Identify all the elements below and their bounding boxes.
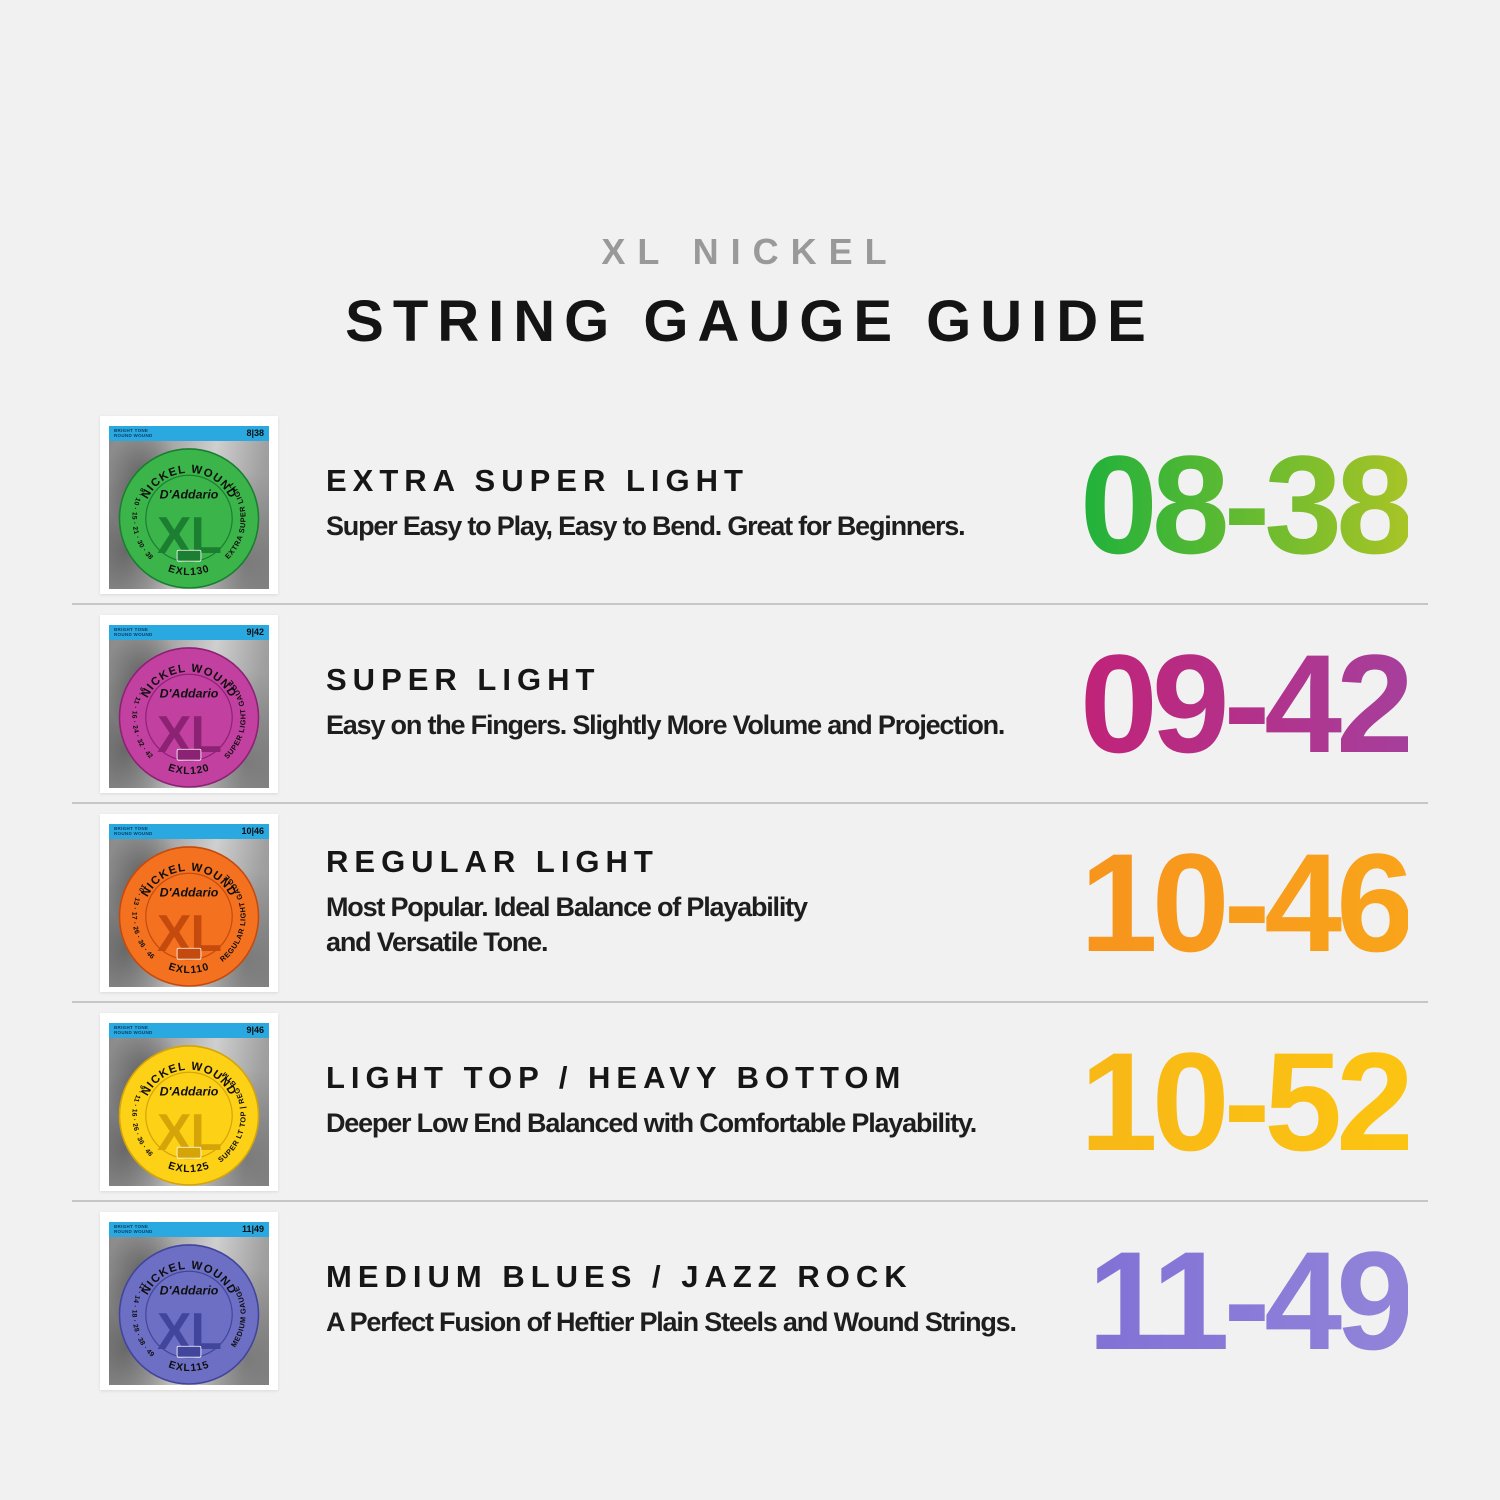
gauge-text-block: EXTRA SUPER LIGHT Super Easy to Play, Ea… <box>326 463 966 544</box>
pack-badge <box>176 947 202 960</box>
gauge-range: 09-42 <box>1079 624 1414 782</box>
pack-badge <box>176 549 202 562</box>
arc-model-label: EXL130 <box>167 563 211 578</box>
pack-header-bar: BRIGHT TONE ROUND WOUND 11|49 <box>109 1221 269 1237</box>
pack-inner-ring <box>145 872 233 960</box>
pack-label-art: NICKEL WOUND 11 · 14 · 18 · 28 · 38 · 49… <box>118 1243 260 1385</box>
brand-logo: D'Addario <box>160 1283 219 1297</box>
gauge-description: Super Easy to Play, Easy to Bend. Great … <box>326 511 966 541</box>
pack-circle <box>118 1243 260 1385</box>
gauge-name: EXTRA SUPER LIGHT <box>326 463 749 498</box>
pack-label-art: NICKEL WOUND 9 · 11 · 16 · 24 · 32 · 42 … <box>118 646 260 788</box>
pack-photo: NICKEL WOUND 11 · 14 · 18 · 28 · 38 · 49… <box>109 1236 269 1385</box>
pack-tone-label: BRIGHT TONE ROUND WOUND <box>114 1224 153 1234</box>
gauge-row: BRIGHT TONE ROUND WOUND 10|46 NICKEL WOU… <box>72 802 1428 1001</box>
string-pack-image: BRIGHT TONE ROUND WOUND 11|49 NICKEL WOU… <box>100 1211 278 1390</box>
gauge-row: BRIGHT TONE ROUND WOUND 9|42 NICKEL WOUN… <box>72 603 1428 802</box>
pack-tone-label: BRIGHT TONE ROUND WOUND <box>114 826 153 836</box>
gauge-name: LIGHT TOP / HEAVY BOTTOM <box>326 1060 907 1095</box>
pack-inner-ring <box>145 1071 233 1159</box>
pack-tone-label: BRIGHT TONE ROUND WOUND <box>114 1025 153 1035</box>
gauge-name: MEDIUM BLUES / JAZZ ROCK <box>326 1259 913 1294</box>
pack-gauge-label: 10|46 <box>241 826 264 836</box>
gauge-text-block: MEDIUM BLUES / JAZZ ROCK A Perfect Fusio… <box>326 1259 1017 1340</box>
pack-photo: NICKEL WOUND 10 · 13 · 17 · 26 · 36 · 46… <box>109 838 269 987</box>
pack-circle <box>118 447 260 589</box>
gauge-range: 08-38 <box>1079 425 1414 583</box>
gauge-description: Most Popular. Ideal Balance of Playabili… <box>326 891 808 957</box>
pack-circle <box>118 1044 260 1186</box>
pack-gauge-label: 8|38 <box>246 428 264 438</box>
pack-badge <box>176 748 202 761</box>
pack-gauge-label: 11|49 <box>241 1224 264 1234</box>
gauge-description: Deeper Low End Balanced with Comfortable… <box>326 1108 977 1138</box>
gauge-text-block: REGULAR LIGHT Most Popular. Ideal Balanc… <box>326 843 808 960</box>
gauge-row: BRIGHT TONE ROUND WOUND 9|46 NICKEL WOUN… <box>72 1001 1428 1200</box>
gauge-range: 10-52 <box>1079 1022 1414 1180</box>
gauge-name: REGULAR LIGHT <box>326 843 659 879</box>
gauge-text-block: LIGHT TOP / HEAVY BOTTOM Deeper Low End … <box>326 1060 977 1141</box>
gauge-text-block: SUPER LIGHT Easy on the Fingers. Slightl… <box>326 662 1005 743</box>
pack-header-bar: BRIGHT TONE ROUND WOUND 9|42 <box>109 624 269 640</box>
pack-inner-ring <box>145 474 233 562</box>
arc-model-label: EXL125 <box>167 1160 211 1175</box>
string-pack-image: BRIGHT TONE ROUND WOUND 9|46 NICKEL WOUN… <box>100 1012 278 1191</box>
gauge-range: 10-46 <box>1079 823 1414 981</box>
pack-tone-label: BRIGHT TONE ROUND WOUND <box>114 627 153 637</box>
string-pack-image: BRIGHT TONE ROUND WOUND 9|42 NICKEL WOUN… <box>100 614 278 793</box>
pack-badge <box>176 1345 202 1358</box>
pack-header-bar: BRIGHT TONE ROUND WOUND 9|46 <box>109 1022 269 1038</box>
pack-label-art: NICKEL WOUND 10 · 13 · 17 · 26 · 36 · 46… <box>118 845 260 987</box>
brand-logo: D'Addario <box>160 487 219 501</box>
gauge-row: BRIGHT TONE ROUND WOUND 8|38 NICKEL WOUN… <box>72 406 1428 603</box>
brand-logo: D'Addario <box>160 686 219 700</box>
pack-badge <box>176 1146 202 1159</box>
arc-model-label: EXL115 <box>167 1359 211 1374</box>
gauge-description: Easy on the Fingers. Slightly More Volum… <box>326 710 1005 740</box>
pack-inner-ring <box>145 673 233 761</box>
gauge-range: 11-49 <box>1087 1221 1414 1379</box>
gauge-description: A Perfect Fusion of Heftier Plain Steels… <box>326 1307 1017 1337</box>
brand-logo: D'Addario <box>160 1084 219 1098</box>
arc-model-label: EXL120 <box>167 762 211 777</box>
pack-photo: NICKEL WOUND 9 · 11 · 16 · 26 · 36 · 46 … <box>109 1037 269 1186</box>
gauge-row: BRIGHT TONE ROUND WOUND 11|49 NICKEL WOU… <box>72 1200 1428 1399</box>
pack-gauge-label: 9|42 <box>246 627 264 637</box>
pack-label-art: NICKEL WOUND 9 · 11 · 16 · 26 · 36 · 46 … <box>118 1044 260 1186</box>
pack-label-art: NICKEL WOUND 8 · 10 · 15 · 21 · 30 · 38 … <box>118 447 260 589</box>
arc-model-label: EXL110 <box>167 961 211 976</box>
string-pack-image: BRIGHT TONE ROUND WOUND 8|38 NICKEL WOUN… <box>100 415 278 594</box>
pack-inner-ring <box>145 1270 233 1358</box>
pack-photo: NICKEL WOUND 9 · 11 · 16 · 24 · 32 · 42 … <box>109 639 269 788</box>
string-pack-image: BRIGHT TONE ROUND WOUND 10|46 NICKEL WOU… <box>100 813 278 992</box>
page-title: STRING GAUGE GUIDE <box>345 289 1155 354</box>
header: XL NICKEL STRING GAUGE GUIDE <box>0 0 1500 354</box>
pack-header-bar: BRIGHT TONE ROUND WOUND 8|38 <box>109 425 269 441</box>
pack-gauge-label: 9|46 <box>246 1025 264 1035</box>
gauge-rows: BRIGHT TONE ROUND WOUND 8|38 NICKEL WOUN… <box>72 406 1428 1399</box>
brand-logo: D'Addario <box>160 885 219 899</box>
pack-header-bar: BRIGHT TONE ROUND WOUND 10|46 <box>109 823 269 839</box>
pack-circle <box>118 646 260 788</box>
series-label: XL NICKEL <box>601 231 899 272</box>
pack-photo: NICKEL WOUND 8 · 10 · 15 · 21 · 30 · 38 … <box>109 440 269 589</box>
pack-circle <box>118 845 260 987</box>
gauge-name: SUPER LIGHT <box>326 662 601 697</box>
pack-tone-label: BRIGHT TONE ROUND WOUND <box>114 428 153 438</box>
